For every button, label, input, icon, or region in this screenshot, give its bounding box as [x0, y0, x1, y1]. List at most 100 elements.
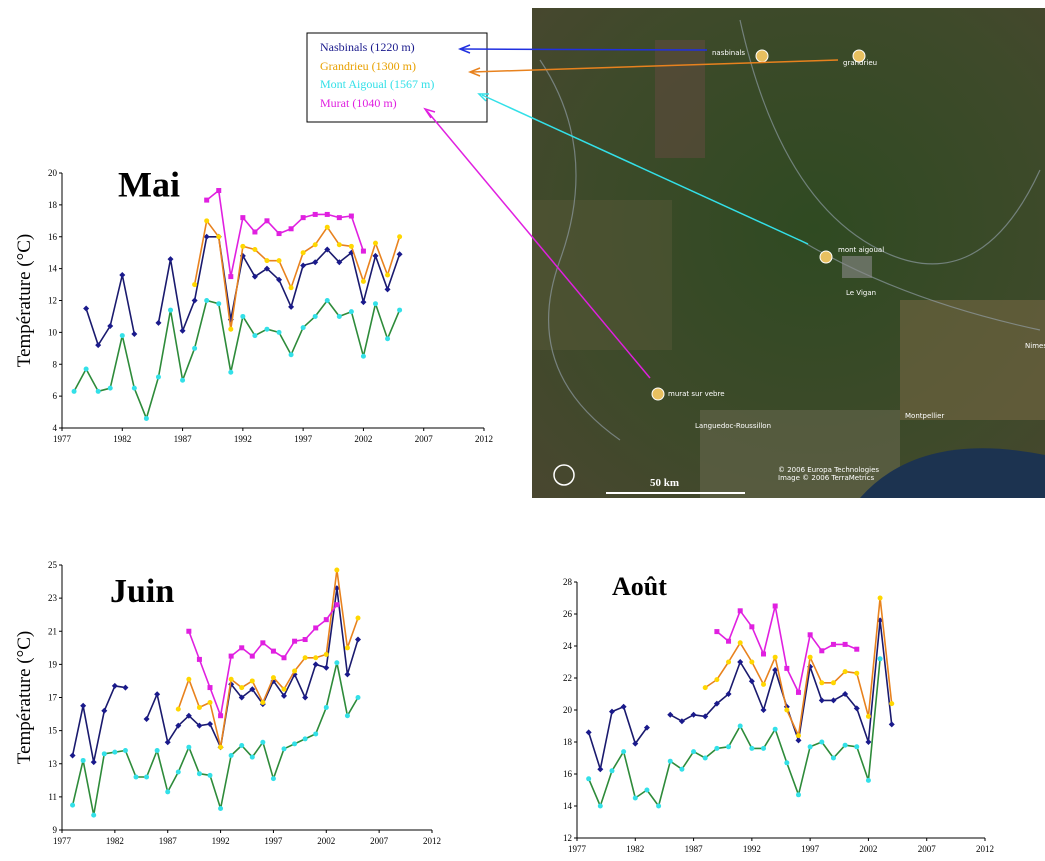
data-point	[818, 697, 825, 704]
data-point	[748, 678, 755, 685]
data-point	[83, 305, 90, 312]
data-point	[249, 686, 256, 693]
x-tick-label: 2012	[475, 434, 493, 444]
data-point	[355, 636, 361, 643]
y-tick-label: 10	[48, 327, 58, 337]
y-tick-label: 21	[48, 626, 57, 636]
data-point	[292, 668, 298, 674]
data-point	[263, 265, 270, 272]
data-point	[216, 188, 222, 194]
data-point	[313, 731, 319, 737]
data-point	[168, 307, 174, 313]
data-point	[396, 251, 403, 258]
data-point	[216, 234, 222, 240]
data-point	[336, 313, 342, 319]
chart-title: Juin	[110, 573, 174, 610]
data-point	[251, 273, 258, 280]
data-point	[101, 751, 107, 757]
data-point	[238, 694, 245, 701]
data-point	[713, 700, 720, 707]
data-point	[737, 659, 744, 665]
data-point	[355, 695, 361, 700]
data-point	[772, 726, 778, 732]
data-point	[270, 648, 276, 654]
data-point	[760, 707, 767, 713]
data-point	[323, 704, 329, 710]
y-tick-label: 17	[48, 693, 58, 703]
y-tick-label: 12	[48, 296, 57, 306]
data-point	[842, 641, 848, 647]
data-point	[807, 654, 813, 660]
data-point	[691, 749, 697, 755]
data-point	[80, 757, 86, 763]
data-point	[620, 703, 627, 710]
x-tick-label: 1977	[568, 844, 587, 854]
data-point	[302, 655, 308, 661]
data-point	[185, 712, 192, 719]
data-point	[830, 680, 836, 686]
map-marker	[819, 250, 833, 264]
data-point	[281, 655, 287, 661]
y-tick-label: 22	[563, 673, 572, 683]
data-point	[131, 385, 137, 391]
data-point	[228, 274, 234, 280]
series-line	[188, 604, 338, 717]
data-point	[122, 748, 128, 753]
y-tick-label: 13	[48, 759, 58, 769]
data-point	[819, 739, 825, 745]
chart-title: Mai	[118, 165, 180, 205]
legend-box	[306, 32, 488, 123]
map-marker	[651, 387, 665, 401]
data-point	[122, 684, 129, 691]
data-point	[784, 760, 790, 766]
data-point	[726, 659, 732, 665]
series-line	[71, 661, 359, 816]
series-line	[704, 597, 893, 737]
data-point	[186, 676, 192, 682]
y-tick-label: 18	[563, 737, 573, 747]
data-point	[384, 286, 391, 293]
data-point	[621, 749, 627, 755]
data-point	[288, 226, 294, 232]
data-point	[95, 342, 102, 349]
data-point	[312, 259, 319, 266]
data-point	[397, 307, 403, 313]
data-point	[204, 197, 210, 203]
data-point	[288, 303, 295, 310]
data-point	[302, 694, 309, 701]
y-tick-label: 12	[563, 833, 572, 843]
data-point	[260, 640, 266, 646]
data-point	[260, 699, 266, 705]
data-point	[239, 645, 245, 651]
y-tick-label: 8	[53, 359, 58, 369]
data-point	[784, 707, 790, 713]
data-point	[252, 247, 258, 252]
data-point	[240, 313, 246, 319]
data-point	[249, 653, 255, 659]
data-point	[726, 744, 732, 750]
data-point	[726, 638, 732, 644]
map-label: mont aigoual	[838, 246, 884, 254]
map-marker	[852, 49, 866, 63]
map-label: 50 km	[650, 477, 679, 489]
data-point	[119, 272, 126, 278]
data-point	[360, 248, 366, 254]
y-tick-label: 4	[53, 423, 58, 433]
map-label: Montpellier	[905, 412, 944, 420]
data-point	[586, 776, 592, 782]
data-point	[207, 721, 213, 727]
data-point	[175, 706, 181, 712]
y-tick-label: 16	[563, 769, 573, 779]
x-tick-label: 1982	[106, 836, 124, 846]
data-point	[714, 745, 720, 751]
data-point	[772, 654, 778, 660]
data-point	[830, 641, 836, 647]
data-point	[336, 242, 342, 248]
data-point	[348, 243, 354, 249]
data-point	[281, 686, 287, 692]
data-point	[842, 691, 849, 697]
data-point	[854, 744, 860, 750]
data-point	[154, 748, 160, 753]
y-tick-label: 16	[48, 232, 58, 242]
data-point	[281, 692, 287, 699]
